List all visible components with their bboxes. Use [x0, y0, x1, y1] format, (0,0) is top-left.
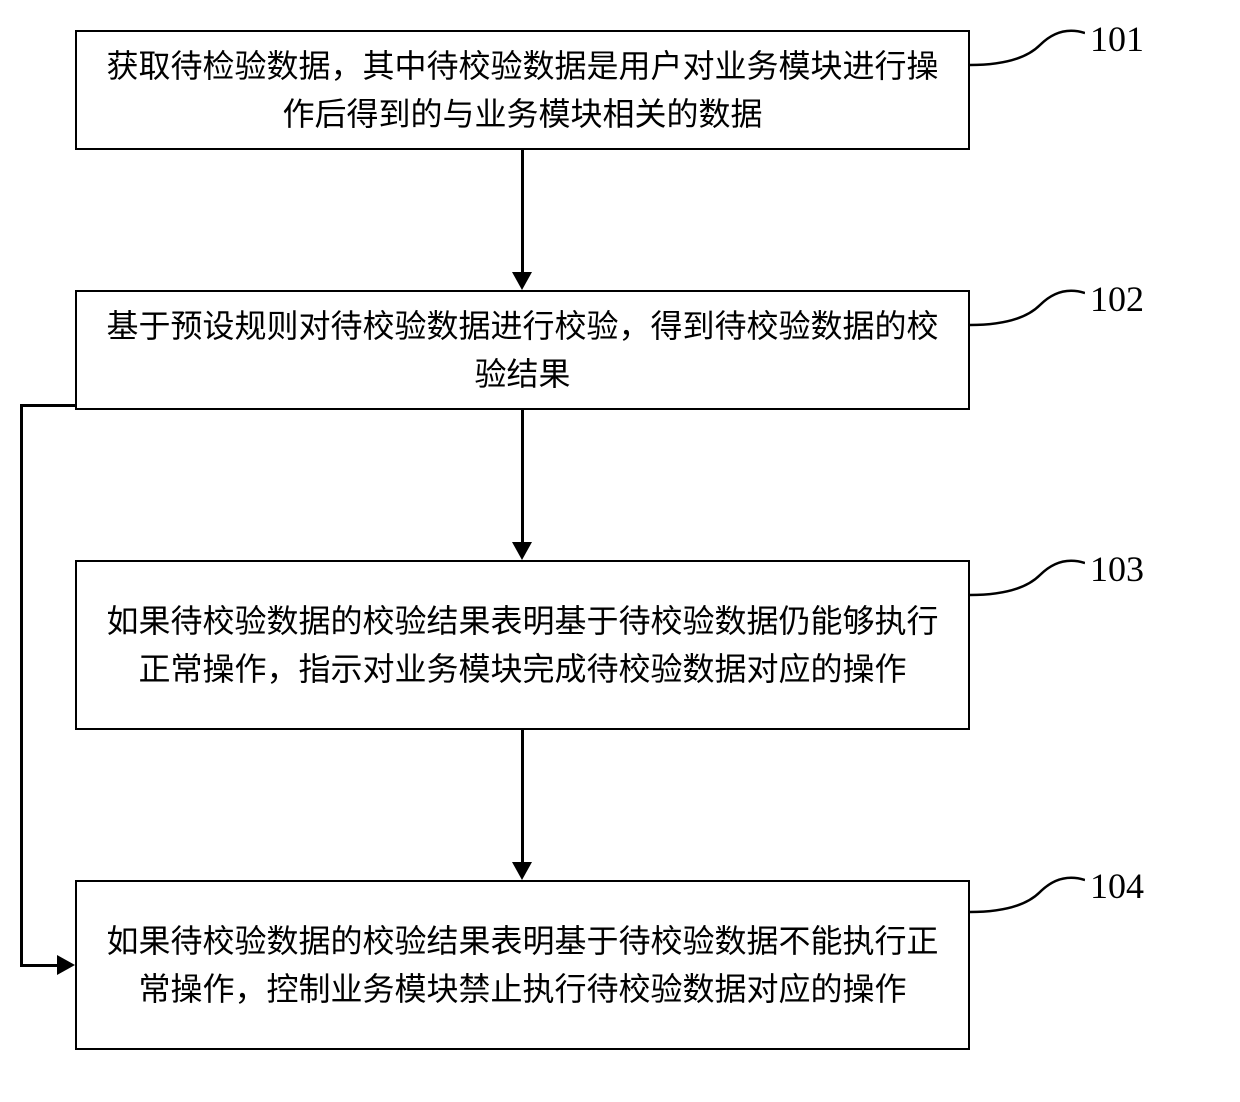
step-102: 基于预设规则对待校验数据进行校验，得到待校验数据的校验结果 [75, 290, 970, 410]
step-103: 如果待校验数据的校验结果表明基于待校验数据仍能够执行正常操作，指示对业务模块完成… [75, 560, 970, 730]
step-101: 获取待检验数据，其中待校验数据是用户对业务模块进行操作后得到的与业务模块相关的数… [75, 30, 970, 150]
step-101-text: 获取待检验数据，其中待校验数据是用户对业务模块进行操作后得到的与业务模块相关的数… [97, 42, 948, 138]
label-curve-104 [970, 867, 1085, 917]
arrow-1-2 [521, 150, 524, 272]
label-curve-103 [970, 550, 1085, 600]
step-104-text: 如果待校验数据的校验结果表明基于待校验数据不能执行正常操作，控制业务模块禁止执行… [97, 917, 948, 1013]
branch-2-4-head [57, 955, 75, 975]
branch-2-4-h2 [20, 964, 57, 967]
label-curve-101 [970, 20, 1085, 70]
arrow-1-2-head [512, 272, 532, 290]
arrow-3-4 [521, 730, 524, 862]
arrow-2-3 [521, 410, 524, 542]
step-103-text: 如果待校验数据的校验结果表明基于待校验数据仍能够执行正常操作，指示对业务模块完成… [97, 597, 948, 693]
arrow-2-3-head [512, 542, 532, 560]
label-103: 103 [1090, 548, 1144, 590]
step-102-text: 基于预设规则对待校验数据进行校验，得到待校验数据的校验结果 [97, 302, 948, 398]
label-curve-102 [970, 280, 1085, 330]
label-104: 104 [1090, 865, 1144, 907]
label-101: 101 [1090, 18, 1144, 60]
branch-2-4-v [20, 404, 23, 967]
arrow-3-4-head [512, 862, 532, 880]
step-104: 如果待校验数据的校验结果表明基于待校验数据不能执行正常操作，控制业务模块禁止执行… [75, 880, 970, 1050]
label-102: 102 [1090, 278, 1144, 320]
branch-2-4-h1 [20, 404, 75, 407]
